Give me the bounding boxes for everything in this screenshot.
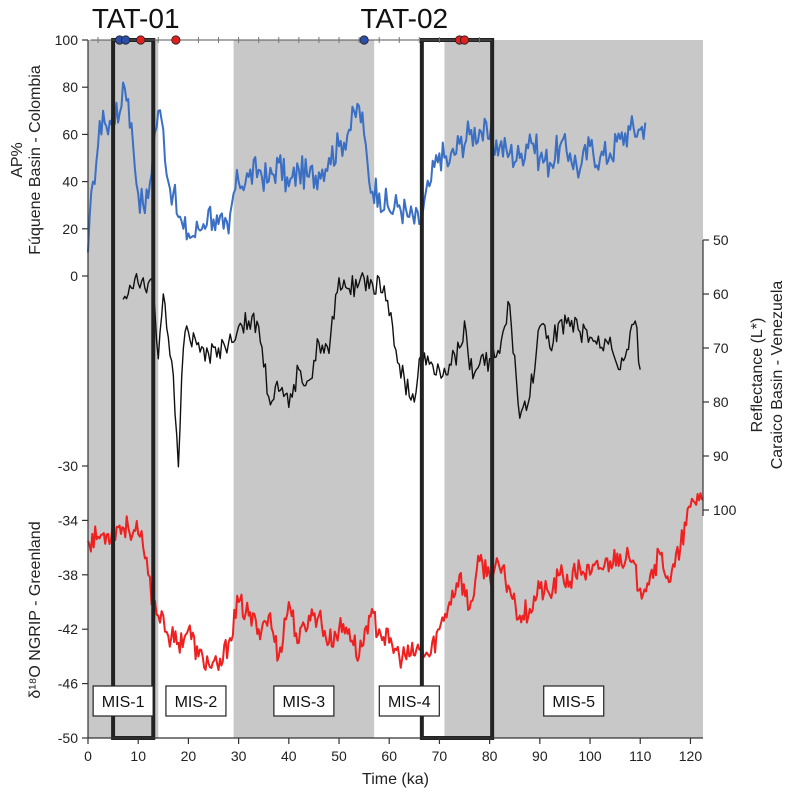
refl-tick-label-4: 90	[713, 448, 729, 464]
mis-shading-layer	[88, 40, 703, 738]
series-line-3	[87, 492, 704, 671]
mis-label-2: MIS-2	[175, 694, 218, 711]
refl-tick-label-5: 100	[713, 502, 737, 518]
d18o-tick-label-2: -38	[58, 567, 78, 583]
refl-tick-label-3: 80	[713, 394, 729, 410]
series-line-2	[122, 272, 641, 468]
mis-label-5: MIS-5	[552, 694, 595, 711]
x-tick-label-3: 30	[231, 748, 247, 764]
mis-label-1: MIS-1	[102, 694, 145, 711]
x-tick-label-2: 20	[181, 748, 197, 764]
age-marker-4	[171, 35, 181, 45]
d18o-tick-label-0: -30	[58, 458, 78, 474]
x-tick-label-5: 50	[331, 748, 347, 764]
tat-label-1: TAT-01	[92, 3, 180, 34]
series-line-1	[87, 81, 647, 253]
ap-tick-label-0: 0	[70, 268, 78, 284]
refl-axis-subtitle: Caraico Basin - Venezuela	[769, 281, 786, 470]
refl-tick-label-0: 50	[713, 232, 729, 248]
refl-axis-title: Reflectance (L*)	[749, 318, 766, 433]
x-tick-label-8: 80	[482, 748, 498, 764]
mis-label-3: MIS-3	[283, 694, 326, 711]
ap-axis-subtitle: Fúquene Basin - Colombia	[27, 65, 44, 255]
ap-tick-label-1: 20	[62, 221, 78, 237]
x-tick-label-6: 60	[381, 748, 397, 764]
x-tick-label-1: 10	[130, 748, 146, 764]
x-tick-label-9: 90	[532, 748, 548, 764]
x-tick-label-0: 0	[84, 748, 92, 764]
refl-tick-label-2: 70	[713, 340, 729, 356]
x-tick-label-12: 120	[679, 748, 703, 764]
mis-label-4: MIS-4	[388, 694, 431, 711]
age-marker-7	[459, 35, 470, 45]
mis-label-box-4	[378, 685, 440, 717]
ap-tick-label-5: 100	[55, 32, 79, 48]
x-tick-label-7: 70	[432, 748, 448, 764]
x-tick-label-4: 40	[281, 748, 297, 764]
tat-label-2: TAT-02	[360, 3, 448, 34]
d18o-tick-label-4: -46	[58, 676, 78, 692]
d18o-axis-title: δ¹⁸O NGRIP - Greenland	[27, 521, 44, 698]
x-tick-label-10: 100	[578, 748, 602, 764]
d18o-tick-label-5: -50	[58, 730, 78, 746]
mis-label-box-5	[543, 685, 605, 717]
x-axis-title: Time (ka)	[362, 771, 429, 788]
refl-tick-label-1: 60	[713, 286, 729, 302]
mis-label-box-1	[92, 685, 154, 717]
mis-band-3	[233, 40, 375, 738]
d18o-tick-label-1: -34	[58, 512, 78, 528]
ap-tick-label-4: 80	[62, 79, 78, 95]
d18o-tick-label-3: -42	[58, 621, 78, 637]
ap-tick-label-2: 40	[62, 174, 78, 190]
age-marker-3	[136, 35, 146, 45]
label-layer: TAT-01 TAT-02 MIS-1 MIS-2 MIS-3 MIS-4 MIS-5	[92, 3, 605, 717]
mis-label-box-2	[165, 685, 227, 717]
ap-axis-title: AP%	[9, 142, 26, 178]
mis-label-box-3	[273, 685, 335, 717]
series-layer	[87, 81, 704, 671]
mis-band-5	[444, 40, 703, 738]
age-marker-5	[359, 35, 369, 45]
age-marker-2	[121, 35, 131, 45]
x-tick-label-11: 110	[629, 748, 652, 764]
mis-band-1	[88, 40, 159, 738]
axes-layer: 0 10 20 30 40 50 60 70 80 90 100 110 120 Time (ka) 0 20…	[9, 32, 786, 788]
ap-tick-label-3: 60	[62, 126, 78, 142]
